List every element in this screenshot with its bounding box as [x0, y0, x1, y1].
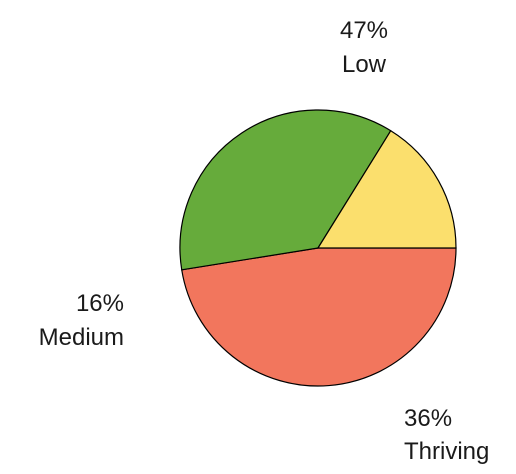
slice-value-label-medium: 16% — [76, 290, 124, 317]
slice-name-label-medium: Medium — [39, 324, 124, 351]
pie-slice-low — [181, 247, 457, 387]
slice-value-label-low: 47% — [340, 17, 388, 44]
slice-name-label-thriving: Thriving — [404, 438, 489, 465]
pie-slices — [179, 109, 457, 387]
slice-name-label-low: Low — [342, 51, 387, 78]
pie-slice-medium — [316, 129, 457, 249]
slice-value-label-thriving: 36% — [404, 405, 452, 432]
pie-slice-thriving — [179, 109, 392, 271]
